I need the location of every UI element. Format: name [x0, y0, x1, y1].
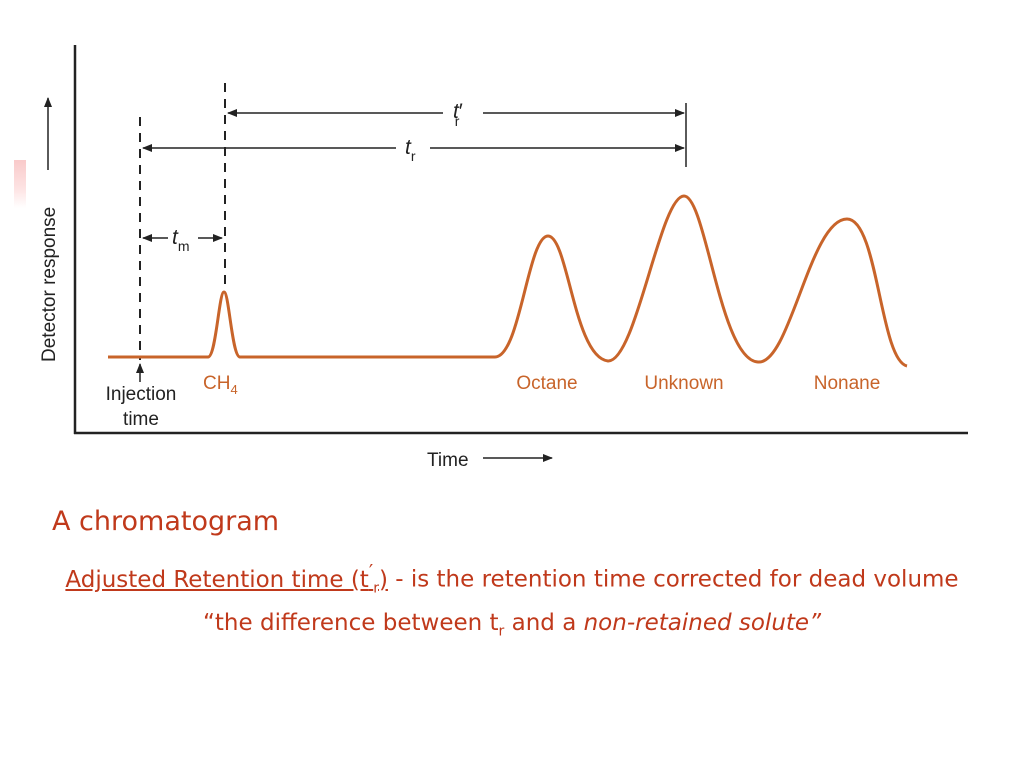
tr-prime-symbol: t	[453, 100, 460, 123]
chromatogram-figure: Detector response Time t′r tr tm Injecti…	[39, 45, 968, 471]
tr-prime-label: t′r	[453, 100, 463, 129]
tm-subscript: m	[178, 238, 190, 254]
tr-label: tr	[405, 136, 416, 164]
term-prefix: Adjusted Retention time (t	[65, 566, 369, 593]
tr-symbol: t	[405, 136, 412, 159]
peak-label-ch4: CH4	[203, 373, 238, 397]
tm-symbol: t	[172, 226, 179, 249]
injection-label-line2: time	[123, 409, 159, 430]
tm-label: tm	[172, 226, 190, 254]
caption-definition: Adjusted Retention time (t′r) - is the r…	[40, 554, 984, 650]
term-prime: ′	[368, 560, 374, 583]
slide-edge-accent	[14, 160, 26, 208]
caption-title: A chromatogram	[52, 506, 280, 537]
definition-subscript: r	[498, 623, 505, 640]
peak-label-unknown: Unknown	[644, 373, 723, 394]
tr-subscript: r	[411, 148, 416, 164]
peak-label-ch4-subscript: 4	[230, 382, 237, 397]
definition-italic: non-retained solute”	[583, 610, 821, 637]
y-axis-label: Detector response	[39, 207, 60, 362]
term-subscript: r	[373, 580, 379, 597]
x-axis-label: Time	[427, 450, 469, 471]
peak-label-ch4-text: CH	[203, 373, 230, 394]
peak-label-octane: Octane	[516, 373, 577, 394]
chromatogram-trace	[108, 194, 908, 368]
definition-text: - is the retention time corrected for de…	[203, 566, 959, 637]
injection-label-line1: Injection	[106, 384, 177, 405]
tr-prime-subscript: r	[455, 113, 460, 129]
adjusted-retention-term: Adjusted Retention time (t′r)	[65, 560, 388, 597]
definition-text-2: and a	[504, 610, 584, 637]
term-suffix: )	[378, 566, 388, 593]
tr-prime-mark: ′	[459, 100, 463, 123]
peak-label-nonane: Nonane	[814, 373, 881, 394]
